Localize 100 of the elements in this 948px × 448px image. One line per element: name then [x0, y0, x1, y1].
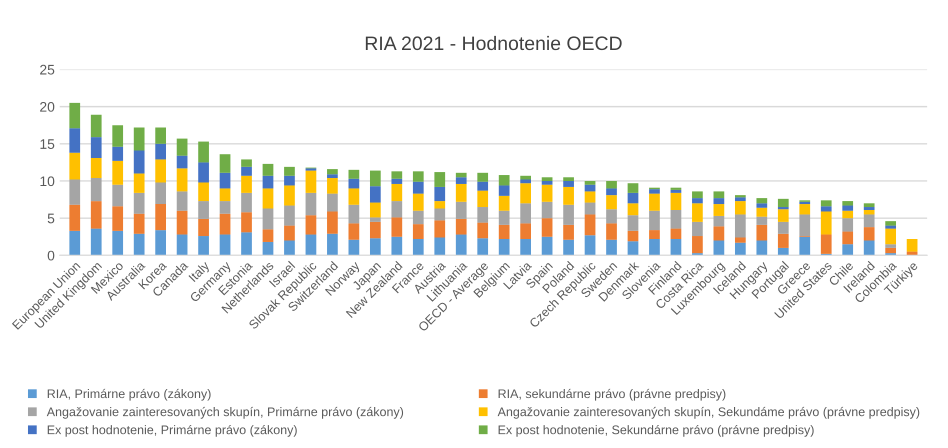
bar [628, 183, 638, 193]
bar [391, 184, 402, 202]
bar [434, 186, 446, 202]
bar [284, 176, 295, 186]
bar [584, 191, 596, 203]
bar [584, 180, 596, 185]
bar [90, 158, 102, 178]
bar [262, 208, 274, 230]
bar [370, 238, 381, 256]
bar [155, 182, 166, 204]
bar [520, 183, 532, 204]
bar [820, 200, 832, 206]
bar [692, 198, 703, 204]
bar [284, 206, 295, 226]
bar [155, 230, 166, 256]
bar [799, 204, 810, 214]
bar [584, 235, 596, 256]
bar [284, 240, 295, 256]
bar [306, 215, 316, 235]
bar [412, 210, 424, 224]
bar [606, 180, 617, 188]
bar [155, 127, 166, 144]
bar [90, 201, 102, 229]
bar [112, 146, 124, 161]
bar [477, 172, 488, 182]
legend-label: Ex post hodnotenie, Primárne právo (zákony) [48, 424, 297, 437]
bar [670, 239, 682, 256]
bar [606, 209, 617, 224]
bar [820, 234, 832, 254]
bar [842, 210, 854, 218]
bar [176, 191, 188, 211]
bar [842, 244, 854, 256]
bar [864, 227, 875, 240]
bar [778, 222, 789, 234]
bar [327, 169, 338, 174]
bar [134, 174, 145, 193]
bar [134, 234, 145, 256]
bar [670, 192, 682, 210]
bar [628, 203, 638, 216]
bar [262, 242, 274, 256]
bar [220, 201, 230, 214]
y-tick-label: 0 [48, 250, 54, 261]
bar [262, 188, 274, 209]
bar [714, 216, 724, 226]
bar [456, 184, 467, 202]
bar [412, 239, 424, 256]
bar [864, 207, 875, 210]
bar [327, 211, 338, 234]
bar [628, 230, 638, 242]
bar [477, 207, 488, 223]
bar [649, 210, 660, 230]
bar [778, 198, 789, 208]
bar [584, 214, 596, 236]
bar [220, 214, 230, 235]
bar [134, 127, 145, 150]
bar [542, 180, 552, 185]
legend-label: Angažovanie zainteresovaných skupín, Primárne právo (zákony) [46, 406, 404, 419]
bar [906, 252, 918, 256]
bar [498, 175, 510, 186]
bar [112, 160, 124, 185]
bar [606, 195, 617, 210]
bar [498, 185, 510, 196]
bar [348, 188, 360, 205]
y-tick-label: 10 [40, 176, 54, 186]
bar [606, 188, 617, 196]
bar [885, 248, 896, 254]
legend-label: Ex post hodnotenie, Sekundárne právo (právne predpisy) [498, 424, 814, 437]
bar [456, 172, 467, 178]
bar [370, 170, 381, 186]
bar [778, 209, 789, 222]
bar [220, 172, 230, 188]
bar [134, 150, 145, 174]
bar [842, 232, 854, 244]
bar [842, 201, 854, 206]
bar [477, 182, 488, 191]
bar [348, 178, 360, 188]
bar [542, 202, 552, 218]
bar [734, 238, 746, 243]
bar [69, 204, 80, 231]
bar [906, 239, 918, 252]
bar [391, 171, 402, 179]
bar [155, 159, 166, 182]
bar [885, 228, 896, 244]
bar [756, 203, 768, 208]
bar [134, 192, 145, 214]
bar [692, 191, 703, 198]
bar [714, 204, 724, 216]
bar [391, 178, 402, 184]
bar [90, 114, 102, 138]
bar [670, 210, 682, 229]
bar [649, 194, 660, 211]
y-tick-label: 15 [40, 139, 54, 149]
legend-label: RIA, sekundárne právo (právne predpisy) [498, 388, 726, 401]
bar [176, 156, 188, 168]
bar [198, 162, 209, 182]
bar [563, 177, 574, 181]
bar [756, 198, 768, 204]
bar [90, 137, 102, 158]
bar [649, 189, 660, 194]
bar [69, 230, 80, 256]
